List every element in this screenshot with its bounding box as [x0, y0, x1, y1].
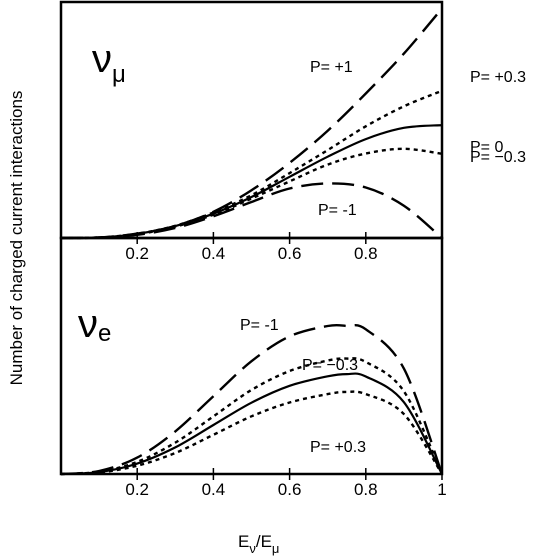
- top-panel-title-subscript: μ: [112, 61, 126, 88]
- axis-ticks: 0.2 0.4 0.6 0.8 0.2 0.4 0.6 0.8 1: [125, 232, 447, 499]
- series-line-top-3: [60, 147, 443, 240]
- series-line-top-2: [60, 124, 443, 240]
- top-label-p-minus-0.3: P= −0.3: [470, 149, 526, 166]
- tick-label-bottom-4: 1: [437, 480, 446, 499]
- tick-label-top-2: 0.6: [278, 244, 302, 263]
- top-label-p-minus-1: P= -1: [318, 202, 357, 219]
- series-line-bottom-2: [60, 372, 443, 476]
- top-panel-curves: [60, 7, 443, 240]
- bottom-panel-frame: [59, 236, 444, 476]
- series-line-top-1: [60, 89, 443, 240]
- tick-label-top-1: 0.4: [202, 244, 226, 263]
- series-line-top-4: [60, 182, 443, 240]
- tick-label-top-3: 0.8: [354, 244, 378, 263]
- bottom-label-p-minus-1: P= -1: [240, 317, 279, 334]
- top-label-p-plus-0.3: P= +0.3: [470, 69, 526, 86]
- series-line-bottom-1: [60, 357, 444, 476]
- series-line-bottom-3: [60, 390, 444, 476]
- top-label-p-0: P= 0: [470, 139, 503, 156]
- bottom-panel-curves: [60, 323, 444, 476]
- bottom-label-p-minus-0.3: P= −0.3: [302, 357, 358, 374]
- y-axis-title: Number of charged current interactions: [7, 91, 26, 386]
- tick-label-bottom-1: 0.4: [202, 480, 226, 499]
- bottom-label-p-plus-0.3: P= +0.3: [310, 439, 366, 456]
- tick-label-bottom-0: 0.2: [125, 480, 149, 499]
- series-line-bottom-0: [60, 323, 444, 476]
- x-axis-title: Eν/Eμ: [238, 532, 279, 556]
- top-label-p-plus-1: P= +1: [310, 59, 353, 76]
- bottom-panel-title-subscript: e: [98, 320, 111, 347]
- bottom-panel-title: νe: [78, 302, 111, 347]
- tick-label-top-0: 0.2: [125, 244, 149, 263]
- tick-label-bottom-2: 0.6: [278, 480, 302, 499]
- top-panel-title: νμ: [92, 37, 126, 88]
- series-line-top-0: [60, 7, 443, 240]
- tick-label-bottom-3: 0.8: [354, 480, 378, 499]
